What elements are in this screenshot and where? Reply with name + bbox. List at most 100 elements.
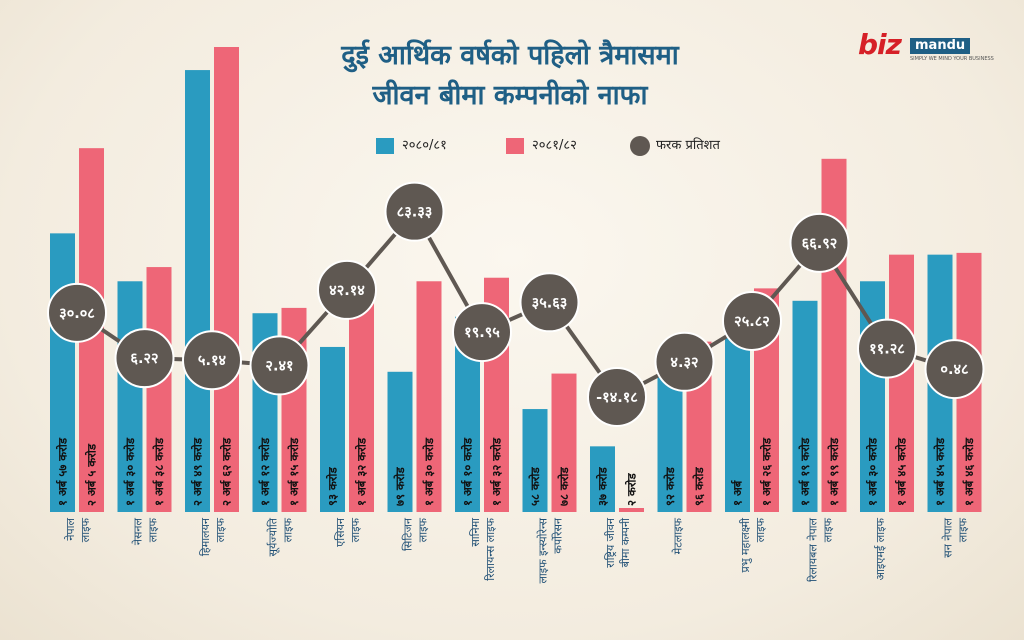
bar-2081-82 bbox=[889, 254, 914, 513]
category-label: लाइफ bbox=[957, 517, 970, 542]
bar-2080-81 bbox=[117, 281, 143, 512]
category-label: प्रभु महालक्ष्मी bbox=[739, 518, 752, 573]
bar-2080-81 bbox=[320, 346, 345, 512]
bar-value-label-2081-82: १ अर्ब ३२ करोड bbox=[490, 437, 504, 506]
category-label: लाइफ bbox=[754, 517, 767, 542]
difference-label: २५.८२ bbox=[734, 314, 770, 330]
difference-label: -१४.१८ bbox=[596, 390, 638, 406]
legend-swatch-blue bbox=[376, 138, 394, 154]
difference-point bbox=[519, 272, 580, 333]
category-label: लाइफ bbox=[79, 517, 92, 542]
bar-2081-82 bbox=[214, 47, 239, 512]
legend-label: २०८१/८२ bbox=[532, 138, 577, 153]
bar-value-label-2080-81: ५८ करोड bbox=[528, 467, 542, 506]
bar-2080-81 bbox=[387, 371, 413, 512]
difference-point bbox=[452, 302, 512, 363]
bar-value-label-2081-82: २ अर्ब ६२ करोड bbox=[220, 437, 234, 506]
difference-label: ५.१४ bbox=[198, 353, 227, 369]
bizmandu-logo: biz mandu SIMPLY WE MIND YOUR BUSINESS bbox=[858, 28, 998, 66]
bar-value-label-2081-82: १ अर्ब ३८ करोड bbox=[152, 437, 166, 506]
bar-value-label-2081-82: १ अर्ब २६ करोड bbox=[760, 437, 774, 506]
difference-label: ४.३२ bbox=[670, 355, 698, 371]
category-label: एसियन bbox=[334, 517, 347, 547]
category-label: लाइफ bbox=[147, 517, 160, 542]
category-label: लाइफ bbox=[282, 517, 295, 542]
difference-point bbox=[789, 212, 850, 273]
category-label: हिमालयन bbox=[199, 517, 212, 556]
difference-label: १९.९५ bbox=[464, 325, 500, 341]
difference-point bbox=[384, 181, 445, 242]
bar-value-label-2081-82: २ अर्ब ५ करोड bbox=[85, 443, 99, 506]
category-label: रिलायन्स लाइफ bbox=[484, 517, 497, 580]
category-label: सन नेपाल bbox=[942, 517, 955, 557]
bar-value-label-2080-81: १ अर्ब ५७ करोड bbox=[56, 437, 70, 506]
legend-label: फरक प्रतिशत bbox=[656, 138, 720, 153]
logo-tagline: SIMPLY WE MIND YOUR BUSINESS bbox=[910, 56, 994, 62]
category-label: लाइफ bbox=[822, 517, 835, 542]
difference-point bbox=[857, 318, 917, 379]
bar-value-label-2080-81: ३७ करोड bbox=[596, 467, 610, 506]
legend-dot-grey bbox=[630, 136, 650, 156]
bar-value-label-2080-81: १ अर्ब १० करोड bbox=[461, 437, 475, 506]
difference-point bbox=[317, 259, 377, 320]
difference-point bbox=[114, 328, 175, 389]
legend-swatch-red bbox=[506, 138, 524, 154]
bar-value-label-2081-82: २ करोड bbox=[625, 473, 639, 506]
bar-value-label-2081-82: १ अर्ब ४६ करोड bbox=[962, 437, 976, 506]
category-label: लाइफ bbox=[349, 517, 362, 542]
bar-value-label-2080-81: १ अर्ब १९ करोड bbox=[798, 437, 812, 506]
category-label: मेटलाइफ bbox=[672, 517, 685, 554]
difference-label: ४२.१४ bbox=[329, 283, 365, 299]
difference-label: ३०.०८ bbox=[59, 306, 95, 322]
bar-2081-82 bbox=[619, 508, 644, 512]
bar-value-label-2080-81: १ अर्ब ३० करोड bbox=[866, 437, 880, 506]
bar-value-label-2081-82: १ अर्ब ९९ करोड bbox=[827, 437, 841, 506]
bar-value-label-2081-82: ९६ करोड bbox=[692, 467, 706, 506]
bar-2080-81 bbox=[50, 233, 75, 512]
chart-title-line1: दुई आर्थिक वर्षको पहिलो त्रैमासमा bbox=[341, 40, 679, 71]
difference-label: ११.२८ bbox=[869, 342, 905, 358]
category-label: लाइफ bbox=[214, 517, 227, 542]
difference-point bbox=[249, 335, 310, 396]
chart-title: दुई आर्थिक वर्षको पहिलो त्रैमासमा जीवन ब… bbox=[230, 36, 790, 116]
bar-value-label-2081-82: ७८ करोड bbox=[557, 467, 571, 506]
bar-value-label-2081-82: १ अर्ब ४५ करोड bbox=[895, 437, 909, 506]
difference-label: २.४१ bbox=[265, 358, 293, 374]
category-label: कर्पोरेसन bbox=[552, 517, 565, 553]
bar-value-label-2080-81: १ अर्ब ४५ करोड bbox=[933, 437, 947, 506]
difference-point bbox=[587, 366, 647, 427]
category-label: सिटिजन bbox=[402, 517, 415, 551]
difference-point bbox=[722, 290, 782, 351]
bar-2080-81 bbox=[522, 409, 548, 512]
category-label: नेपाल bbox=[64, 517, 77, 540]
category-label: लाइफ bbox=[417, 517, 430, 542]
category-label: सानिमा bbox=[469, 518, 482, 547]
difference-point bbox=[182, 330, 242, 391]
bar-value-label-2080-81: २ अर्ब ४९ करोड bbox=[191, 437, 205, 506]
bar-value-label-2081-82: १ अर्ब १५ करोड bbox=[287, 437, 301, 506]
difference-label: ३५.६३ bbox=[532, 295, 568, 311]
bar-2081-82 bbox=[416, 281, 442, 512]
bar-2080-81 bbox=[185, 70, 210, 513]
category-label: नेसनल bbox=[132, 517, 145, 545]
bar-2081-82 bbox=[551, 373, 577, 512]
bar-value-label-2080-81: १ अर्ब ३० करोड bbox=[123, 437, 137, 506]
bar-value-label-2080-81: १ अर्ब १२ करोड bbox=[258, 437, 272, 506]
legend-label: २०८०/८१ bbox=[402, 138, 447, 153]
logo-biz-text: biz bbox=[858, 28, 902, 61]
bar-value-label-2080-81: १ अर्ब bbox=[731, 480, 745, 506]
bar-2081-82 bbox=[146, 267, 172, 512]
category-label: राष्ट्रिय जीवन bbox=[604, 517, 617, 568]
difference-point bbox=[924, 339, 985, 400]
difference-point bbox=[47, 282, 107, 343]
bar-2080-81 bbox=[590, 446, 615, 512]
difference-label: ६.२२ bbox=[130, 351, 158, 367]
category-label: सूर्यज्योति bbox=[267, 517, 281, 556]
bar-value-label-2080-81: ९३ करोड bbox=[326, 467, 340, 506]
bar-value-label-2081-82: १ अर्ब ३० करोड bbox=[422, 437, 436, 506]
bar-2080-81 bbox=[725, 334, 750, 512]
bar-value-label-2080-81: ७९ करोड bbox=[393, 467, 407, 506]
difference-label: ८३.३३ bbox=[397, 205, 433, 221]
bar-value-label-2081-82: १ अर्ब ३२ करोड bbox=[355, 437, 369, 506]
